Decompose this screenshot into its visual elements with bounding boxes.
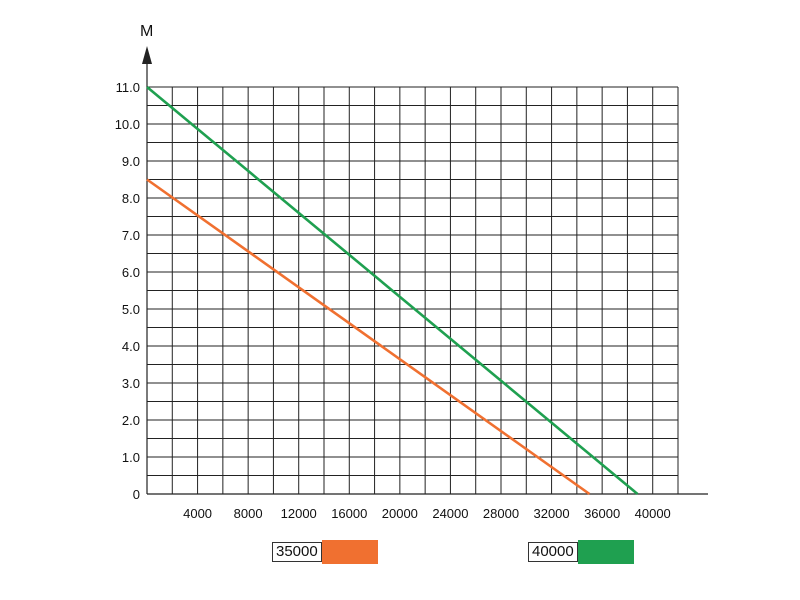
y-tick-label: 3.0 bbox=[122, 376, 140, 391]
x-tick-label: 40000 bbox=[635, 506, 671, 521]
y-tick-label: 6.0 bbox=[122, 265, 140, 280]
y-tick-label: 5.0 bbox=[122, 302, 140, 317]
x-tick-label: 12000 bbox=[281, 506, 317, 521]
legend-swatch bbox=[577, 540, 634, 564]
series-lines bbox=[146, 85, 639, 496]
x-tick-label: 20000 bbox=[382, 506, 418, 521]
y-tick-label: 2.0 bbox=[122, 413, 140, 428]
y-tick-label: 9.0 bbox=[122, 154, 140, 169]
y-tick-label: 8.0 bbox=[122, 191, 140, 206]
y-axis-arrow bbox=[142, 46, 152, 64]
axes bbox=[142, 46, 708, 495]
y-axis-label: M bbox=[140, 23, 153, 40]
tick-labels: 0 1.0 2.0 3.0 4.0 5.0 6.0 7.0 8.0 9.0 10.0 11.0 4000… bbox=[115, 80, 671, 521]
series-line-35000 bbox=[146, 178, 591, 496]
legend-item-35000: 35000 bbox=[272, 540, 378, 564]
x-tick-label: 16000 bbox=[331, 506, 367, 521]
y-tick-label: 4.0 bbox=[122, 339, 140, 354]
grid bbox=[147, 86, 679, 494]
x-tick-label: 32000 bbox=[533, 506, 569, 521]
y-tick-label: 10.0 bbox=[115, 117, 140, 132]
series-line-40000 bbox=[146, 85, 639, 496]
y-tick-label: 1.0 bbox=[122, 450, 140, 465]
x-tick-label: 36000 bbox=[584, 506, 620, 521]
legend-label: 40000 bbox=[528, 542, 578, 562]
legend-swatch bbox=[321, 540, 378, 564]
y-tick-label: 0 bbox=[133, 487, 140, 502]
x-tick-label: 8000 bbox=[234, 506, 263, 521]
y-tick-label: 7.0 bbox=[122, 228, 140, 243]
x-tick-label: 28000 bbox=[483, 506, 519, 521]
legend-item-40000: 40000 bbox=[528, 540, 634, 564]
legend-label: 35000 bbox=[272, 542, 322, 562]
x-tick-label: 24000 bbox=[432, 506, 468, 521]
x-tick-label: 4000 bbox=[183, 506, 212, 521]
y-tick-label: 11.0 bbox=[116, 80, 140, 95]
